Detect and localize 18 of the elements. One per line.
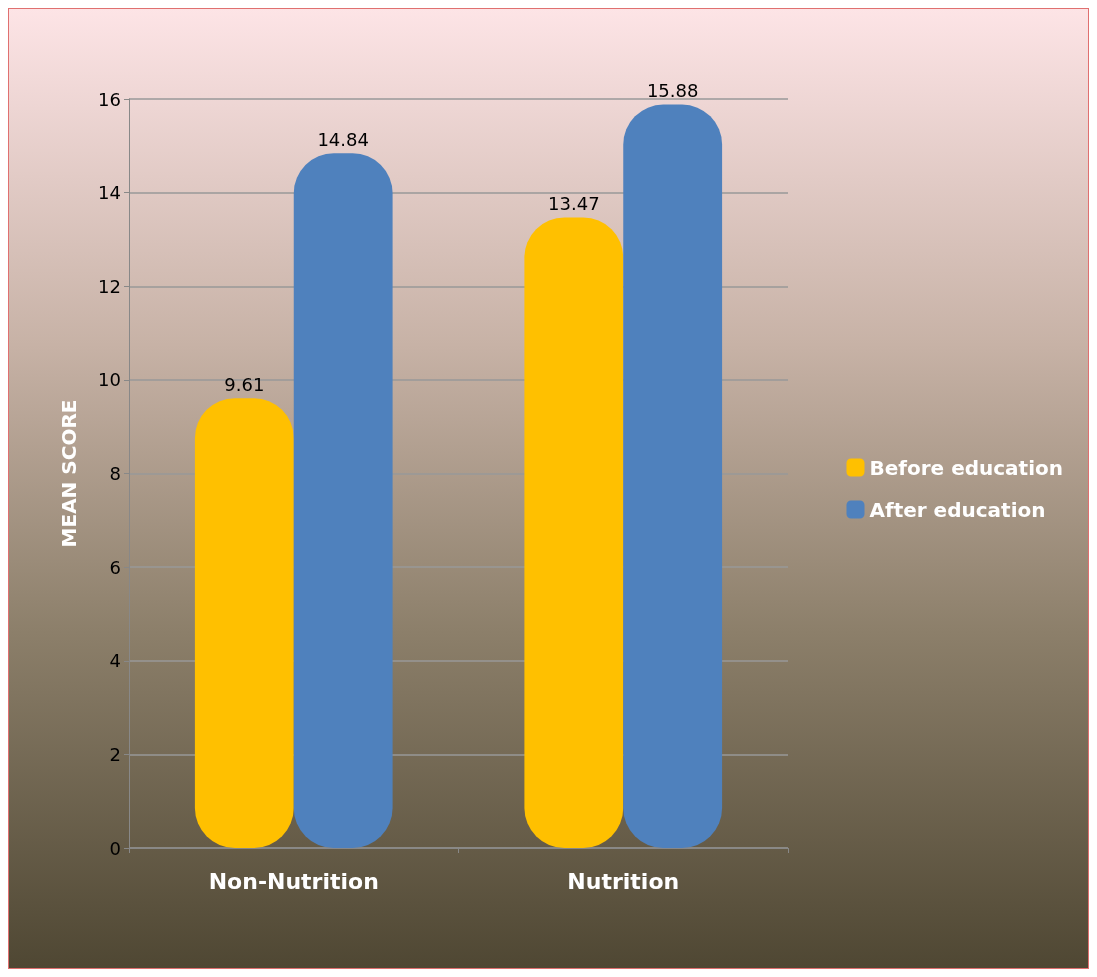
- legend-label: Before education: [869, 455, 1064, 480]
- y-axis-title: MEAN SCORE: [57, 399, 81, 548]
- data-label: 15.88: [646, 80, 699, 102]
- data-label: 9.61: [224, 373, 265, 395]
- x-tick-label: Nutrition: [567, 868, 680, 894]
- y-tick-label: 12: [98, 275, 121, 297]
- y-tick-label: 10: [98, 369, 121, 391]
- y-tick-label: 6: [109, 556, 121, 578]
- data-label: 13.47: [548, 192, 600, 214]
- y-tick-label: 0: [109, 837, 121, 859]
- y-tick-label: 16: [98, 88, 121, 110]
- data-label: 14.84: [317, 128, 369, 150]
- y-tick-label: 8: [109, 463, 121, 484]
- y-tick-label: 2: [109, 743, 121, 765]
- y-tick-label: 4: [109, 650, 121, 672]
- legend-label: After education: [869, 497, 1046, 522]
- x-tick-label: Non-Nutrition: [208, 868, 379, 894]
- y-tick-label: 14: [98, 182, 121, 204]
